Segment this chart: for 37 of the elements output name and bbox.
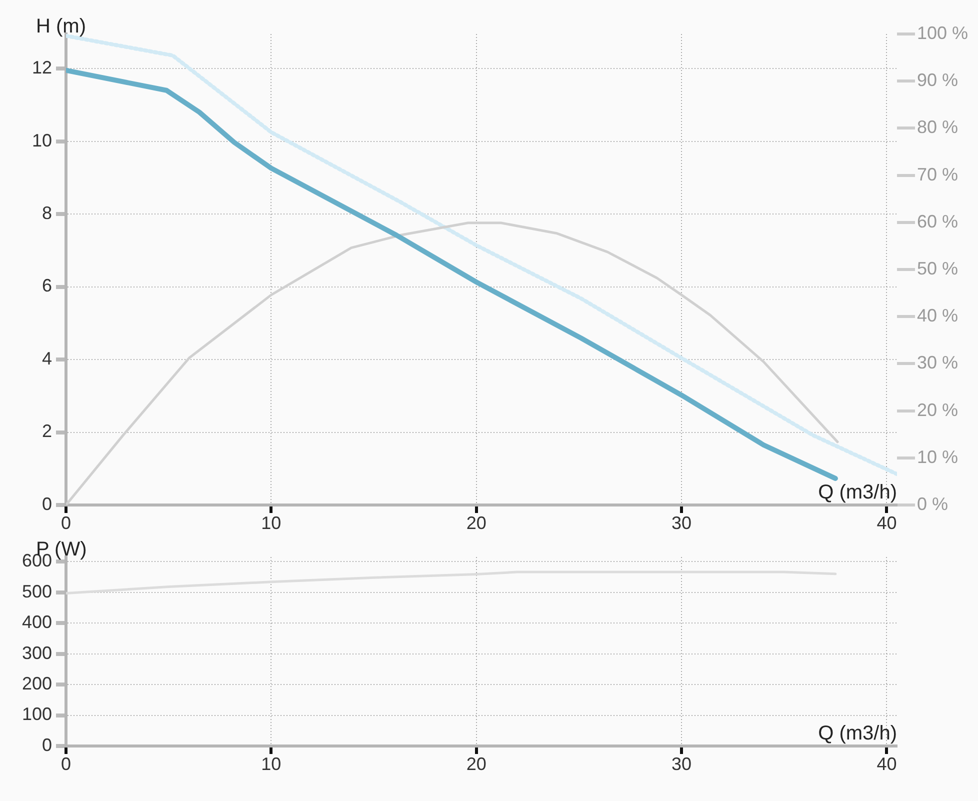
x-tick-label: 30: [672, 512, 692, 533]
y2-tick-label: 0 %: [917, 494, 948, 514]
x-tick-label: 40: [876, 754, 897, 774]
y-tick-label: 0: [42, 494, 52, 514]
y-tick-label: 2: [42, 421, 52, 442]
y-tick-label: 400: [22, 612, 52, 632]
y-tick-label: 100: [22, 704, 52, 724]
y-tick-label: 4: [42, 348, 52, 368]
y-tick-label: 10: [32, 130, 52, 150]
y-tick-label: 8: [42, 203, 52, 224]
x-tick-label: 0: [60, 512, 72, 533]
x-tick-label: 10: [261, 512, 282, 533]
x-axis-title: Q (m3/h): [818, 722, 897, 745]
y2-tick-label: 40 %: [917, 306, 958, 326]
y2-tick-label: 50 %: [917, 258, 958, 278]
y2-tick-label: 70 %: [917, 164, 958, 184]
x-tick-label: 10: [261, 754, 282, 774]
y-tick-label: 200: [22, 674, 52, 694]
y-tick-label: 6: [42, 276, 52, 296]
y-tick-label: 0: [42, 734, 52, 755]
y2-tick-label: 80 %: [917, 117, 958, 138]
y2-tick-label: 30 %: [917, 352, 958, 373]
y-axis-title: H (m): [36, 16, 86, 38]
y-tick-label: 500: [22, 581, 52, 602]
y-tick-label: 12: [32, 58, 52, 78]
y2-tick-label: 60 %: [917, 211, 958, 232]
x-axis-title: Q (m3/h): [818, 482, 897, 504]
y2-tick-label: 20 %: [917, 400, 958, 420]
y2-tick-label: 10 %: [917, 446, 958, 467]
x-tick-label: 20: [466, 512, 486, 533]
y-tick-label: 300: [22, 642, 52, 663]
y2-tick-label: 90 %: [917, 70, 958, 90]
x-tick-label: 0: [60, 754, 72, 774]
x-tick-label: 40: [876, 512, 897, 533]
x-tick-label: 20: [466, 754, 486, 774]
x-tick-label: 30: [672, 754, 692, 774]
y2-tick-label: 100 %: [917, 22, 968, 43]
